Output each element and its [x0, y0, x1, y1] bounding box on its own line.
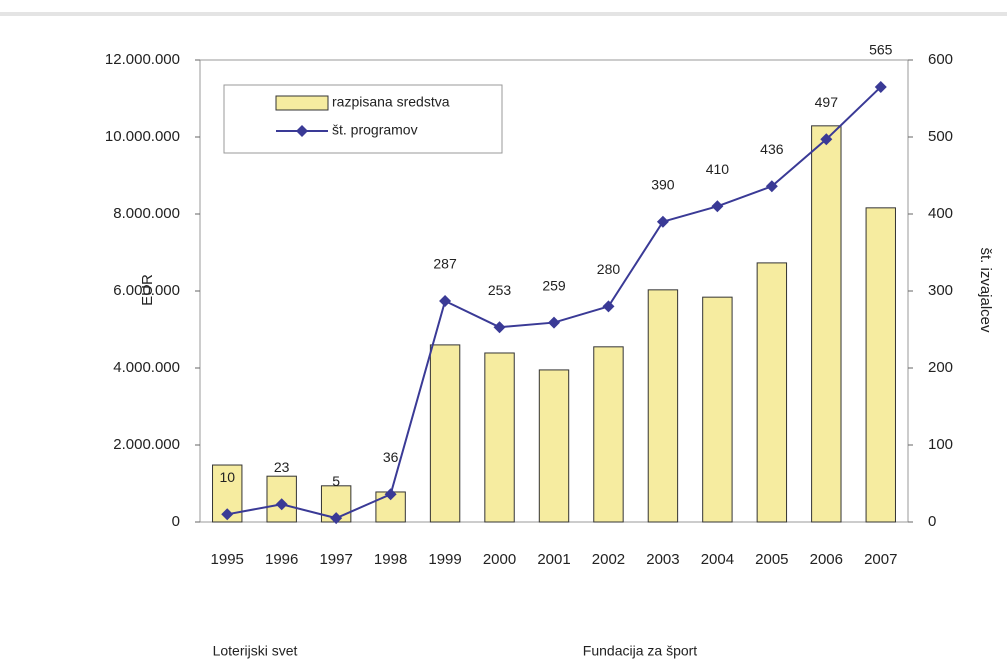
- y-tick-label: 0: [172, 513, 180, 530]
- point: [330, 512, 343, 525]
- data-label: 10: [219, 469, 235, 485]
- x-tick-label: 2000: [483, 551, 516, 568]
- bar: [702, 296, 733, 523]
- x-tick-label: 1995: [211, 551, 244, 568]
- y-tick-label: 12.000.000: [105, 51, 180, 68]
- x-tick-label: 2003: [646, 551, 679, 568]
- data-label: 390: [651, 176, 675, 192]
- data-label: 497: [815, 94, 839, 110]
- point: [765, 180, 778, 193]
- data-label: 259: [542, 277, 566, 293]
- data-label: 23: [274, 459, 290, 475]
- x-tick-label: 2001: [537, 551, 570, 568]
- data-label: 36: [383, 449, 399, 465]
- point: [820, 133, 833, 146]
- data-label: 410: [706, 161, 730, 177]
- bar: [811, 125, 842, 523]
- bar: [538, 369, 570, 523]
- point: [874, 80, 887, 93]
- point: [711, 200, 724, 213]
- y2-tick-label: 600: [928, 51, 953, 68]
- y-tick-label: 4.000.000: [113, 359, 180, 376]
- data-label: 5: [332, 473, 340, 489]
- y2-tick-label: 400: [928, 205, 953, 222]
- point: [602, 300, 615, 313]
- y-tick-label: 8.000.000: [113, 205, 180, 222]
- x-tick-label: 1999: [428, 551, 461, 568]
- x-tick-label: 2005: [755, 551, 788, 568]
- x-tick-label: 1996: [265, 551, 298, 568]
- point: [384, 488, 397, 501]
- legend-swatch: [275, 95, 329, 111]
- point: [548, 316, 560, 329]
- x-tick-label: 2002: [592, 551, 625, 568]
- y2-tick-label: 500: [928, 128, 953, 145]
- y-tick-label: 10.000.000: [105, 128, 180, 145]
- annotation: Fundacija za šport: [583, 643, 698, 659]
- point: [221, 508, 234, 521]
- legend-box: [223, 84, 503, 154]
- y2-axis-label: št. izvajalcev: [977, 247, 994, 333]
- x-tick-label: 1997: [319, 551, 352, 568]
- x-tick-label: 2006: [810, 551, 843, 568]
- legend-label: št. programov: [332, 122, 418, 138]
- bar: [429, 344, 461, 523]
- data-label: 565: [869, 42, 893, 58]
- data-label: 253: [488, 282, 512, 298]
- data-label: 436: [760, 141, 784, 157]
- data-label: 280: [597, 261, 621, 277]
- y2-tick-label: 200: [928, 359, 953, 376]
- y-tick-label: 6.000.000: [113, 282, 180, 299]
- y2-tick-label: 300: [928, 282, 953, 299]
- y2-tick-label: 100: [928, 436, 953, 453]
- point: [439, 295, 452, 308]
- point: [493, 321, 506, 334]
- top-rule: [0, 12, 1007, 16]
- y-axis-label: EUR: [139, 274, 156, 306]
- x-tick-label: 2004: [701, 551, 734, 568]
- bar: [484, 352, 515, 523]
- bar: [756, 262, 788, 523]
- annotation: Loterijski svet: [213, 643, 298, 659]
- data-label: 287: [433, 256, 457, 272]
- y2-tick-label: 0: [928, 513, 936, 530]
- bar: [647, 289, 679, 523]
- point: [275, 498, 288, 511]
- bar: [593, 346, 624, 523]
- bar: [865, 207, 896, 523]
- legend-marker: [296, 125, 308, 137]
- y-tick-label: 2.000.000: [113, 436, 180, 453]
- x-tick-label: 2007: [864, 551, 897, 568]
- point: [656, 215, 669, 228]
- x-tick-label: 1998: [374, 551, 407, 568]
- legend-label: razpisana sredstva: [332, 94, 450, 110]
